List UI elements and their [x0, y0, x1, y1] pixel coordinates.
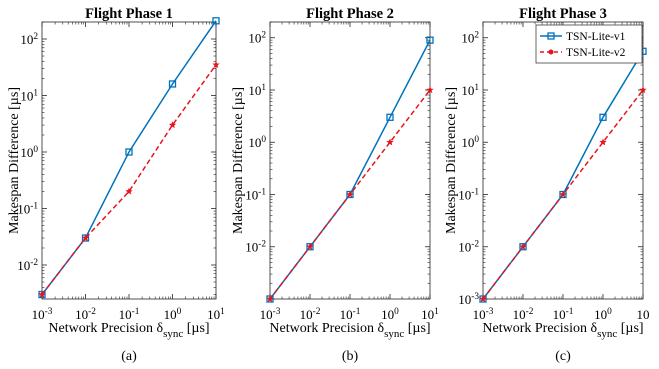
y-tick-label: 100: [20, 145, 38, 160]
x-tick-label: 10-1: [553, 307, 574, 322]
x-tick-label: 100: [594, 307, 612, 322]
chart-panel-1: 10-3 10-2 10-1 100 101 10-2 10-1 100 101 102 Fligh…: [7, 6, 225, 364]
panel-label: (c): [555, 349, 571, 364]
y-tick-label: 10-3: [458, 292, 479, 307]
x-axis: 10-3 10-2 10-1 100 10: [473, 22, 650, 322]
x-axis: 10-3 10-2 10-1 100 101: [260, 22, 439, 322]
y-axis: 10-2 10-1 100 101 102: [245, 21, 430, 300]
legend: TSN-Lite-v1 TSN-Lite-v2: [535, 24, 643, 64]
data-point: [639, 86, 647, 94]
data-point: [599, 113, 607, 121]
chart-panel-3: 10-3 10-2 10-1 100 10 10-3 10-2 10-1 100 101 102 Fl…: [444, 6, 650, 364]
x-tick-label: 10-3: [260, 307, 281, 322]
x-tick-label: 10-2: [513, 307, 534, 322]
data-point: [386, 138, 394, 146]
data-point: [599, 138, 607, 146]
data-point: [519, 242, 527, 250]
x-tick-label: 10-1: [340, 307, 361, 322]
series-tsn-lite-v2: [266, 86, 434, 302]
data-point: [559, 190, 567, 198]
panel-label: (b): [342, 349, 359, 364]
x-tick-label: 101: [421, 307, 439, 322]
data-point: [386, 113, 394, 121]
data-point: [212, 61, 220, 68]
y-tick-label: 10-2: [458, 240, 479, 255]
y-tick-label: 102: [20, 32, 38, 47]
plot-area: [269, 21, 431, 300]
series-tsn-lite-v2: [479, 86, 647, 302]
x-tick-label: 10-1: [119, 307, 140, 322]
y-axis-label: Makespan Difference [µs]: [444, 87, 459, 234]
data-point: [38, 290, 46, 298]
data-point: [125, 187, 133, 195]
x-tick-label: 10: [637, 307, 650, 322]
y-tick-label: 101: [248, 83, 266, 98]
y-tick-label: 100: [248, 135, 266, 150]
data-point: [479, 295, 487, 302]
series-line: [41, 20, 217, 295]
y-tick-label: 10-1: [245, 187, 266, 202]
chart-title: Flight Phase 2: [306, 6, 394, 22]
y-axis-label: Makespan Difference [µs]: [231, 87, 246, 234]
y-tick-label: 101: [20, 89, 38, 104]
x-tick-label: 101: [207, 307, 225, 322]
y-tick-label: 10-1: [458, 187, 479, 202]
data-point: [306, 242, 314, 250]
series-tsn-lite-v2: [38, 61, 220, 298]
data-point: [168, 80, 177, 88]
plot-area: [41, 21, 217, 300]
y-tick-label: 10-1: [17, 201, 38, 216]
x-tick-label: 10-2: [300, 307, 321, 322]
y-tick-label: 100: [461, 135, 479, 150]
y-tick-label: 101: [461, 83, 479, 98]
data-point: [266, 295, 274, 302]
data-point: [168, 121, 177, 129]
x-axis-label: Network Precision δsync [µs]: [269, 321, 430, 340]
x-tick-label: 10-2: [75, 307, 96, 322]
x-axis-label: Network Precision δsync [µs]: [482, 321, 643, 340]
legend-box: [535, 24, 643, 64]
x-axis: 10-3 10-2 10-1 100 101: [32, 22, 225, 322]
data-point: [346, 190, 354, 198]
y-tick-label: 102: [248, 31, 266, 46]
x-tick-label: 10-3: [473, 307, 494, 322]
y-tick-label: 10-2: [245, 240, 266, 255]
data-point: [426, 36, 434, 44]
plot-area: [482, 21, 644, 300]
y-axis: 10-2 10-1 100 101 102: [17, 21, 216, 295]
y-axis-label: Makespan Difference [µs]: [7, 87, 22, 234]
legend-label: TSN-Lite-v2: [566, 47, 626, 59]
data-point: [426, 86, 434, 94]
chart-panel-2: 10-3 10-2 10-1 100 101 10-2 10-1 100 101 102 Fligh…: [231, 6, 439, 364]
y-axis: 10-3 10-2 10-1 100 101 102: [458, 21, 643, 307]
x-tick-label: 10-3: [32, 307, 53, 322]
chart-title: Flight Phase 1: [85, 6, 173, 22]
data-point: [212, 17, 220, 25]
y-tick-label: 10-2: [17, 258, 38, 273]
x-tick-label: 100: [381, 307, 399, 322]
panel-label: (a): [121, 349, 137, 364]
legend-label: TSN-Lite-v1: [566, 31, 626, 43]
legend-swatch-marker: [548, 49, 554, 55]
chart-title: Flight Phase 3: [519, 6, 607, 22]
legend-swatch-marker: [547, 32, 555, 40]
data-point: [125, 148, 133, 156]
data-point: [81, 234, 90, 242]
x-tick-label: 100: [164, 307, 182, 322]
x-axis-label: Network Precision δsync [µs]: [48, 321, 209, 340]
y-tick-label: 102: [461, 31, 479, 46]
